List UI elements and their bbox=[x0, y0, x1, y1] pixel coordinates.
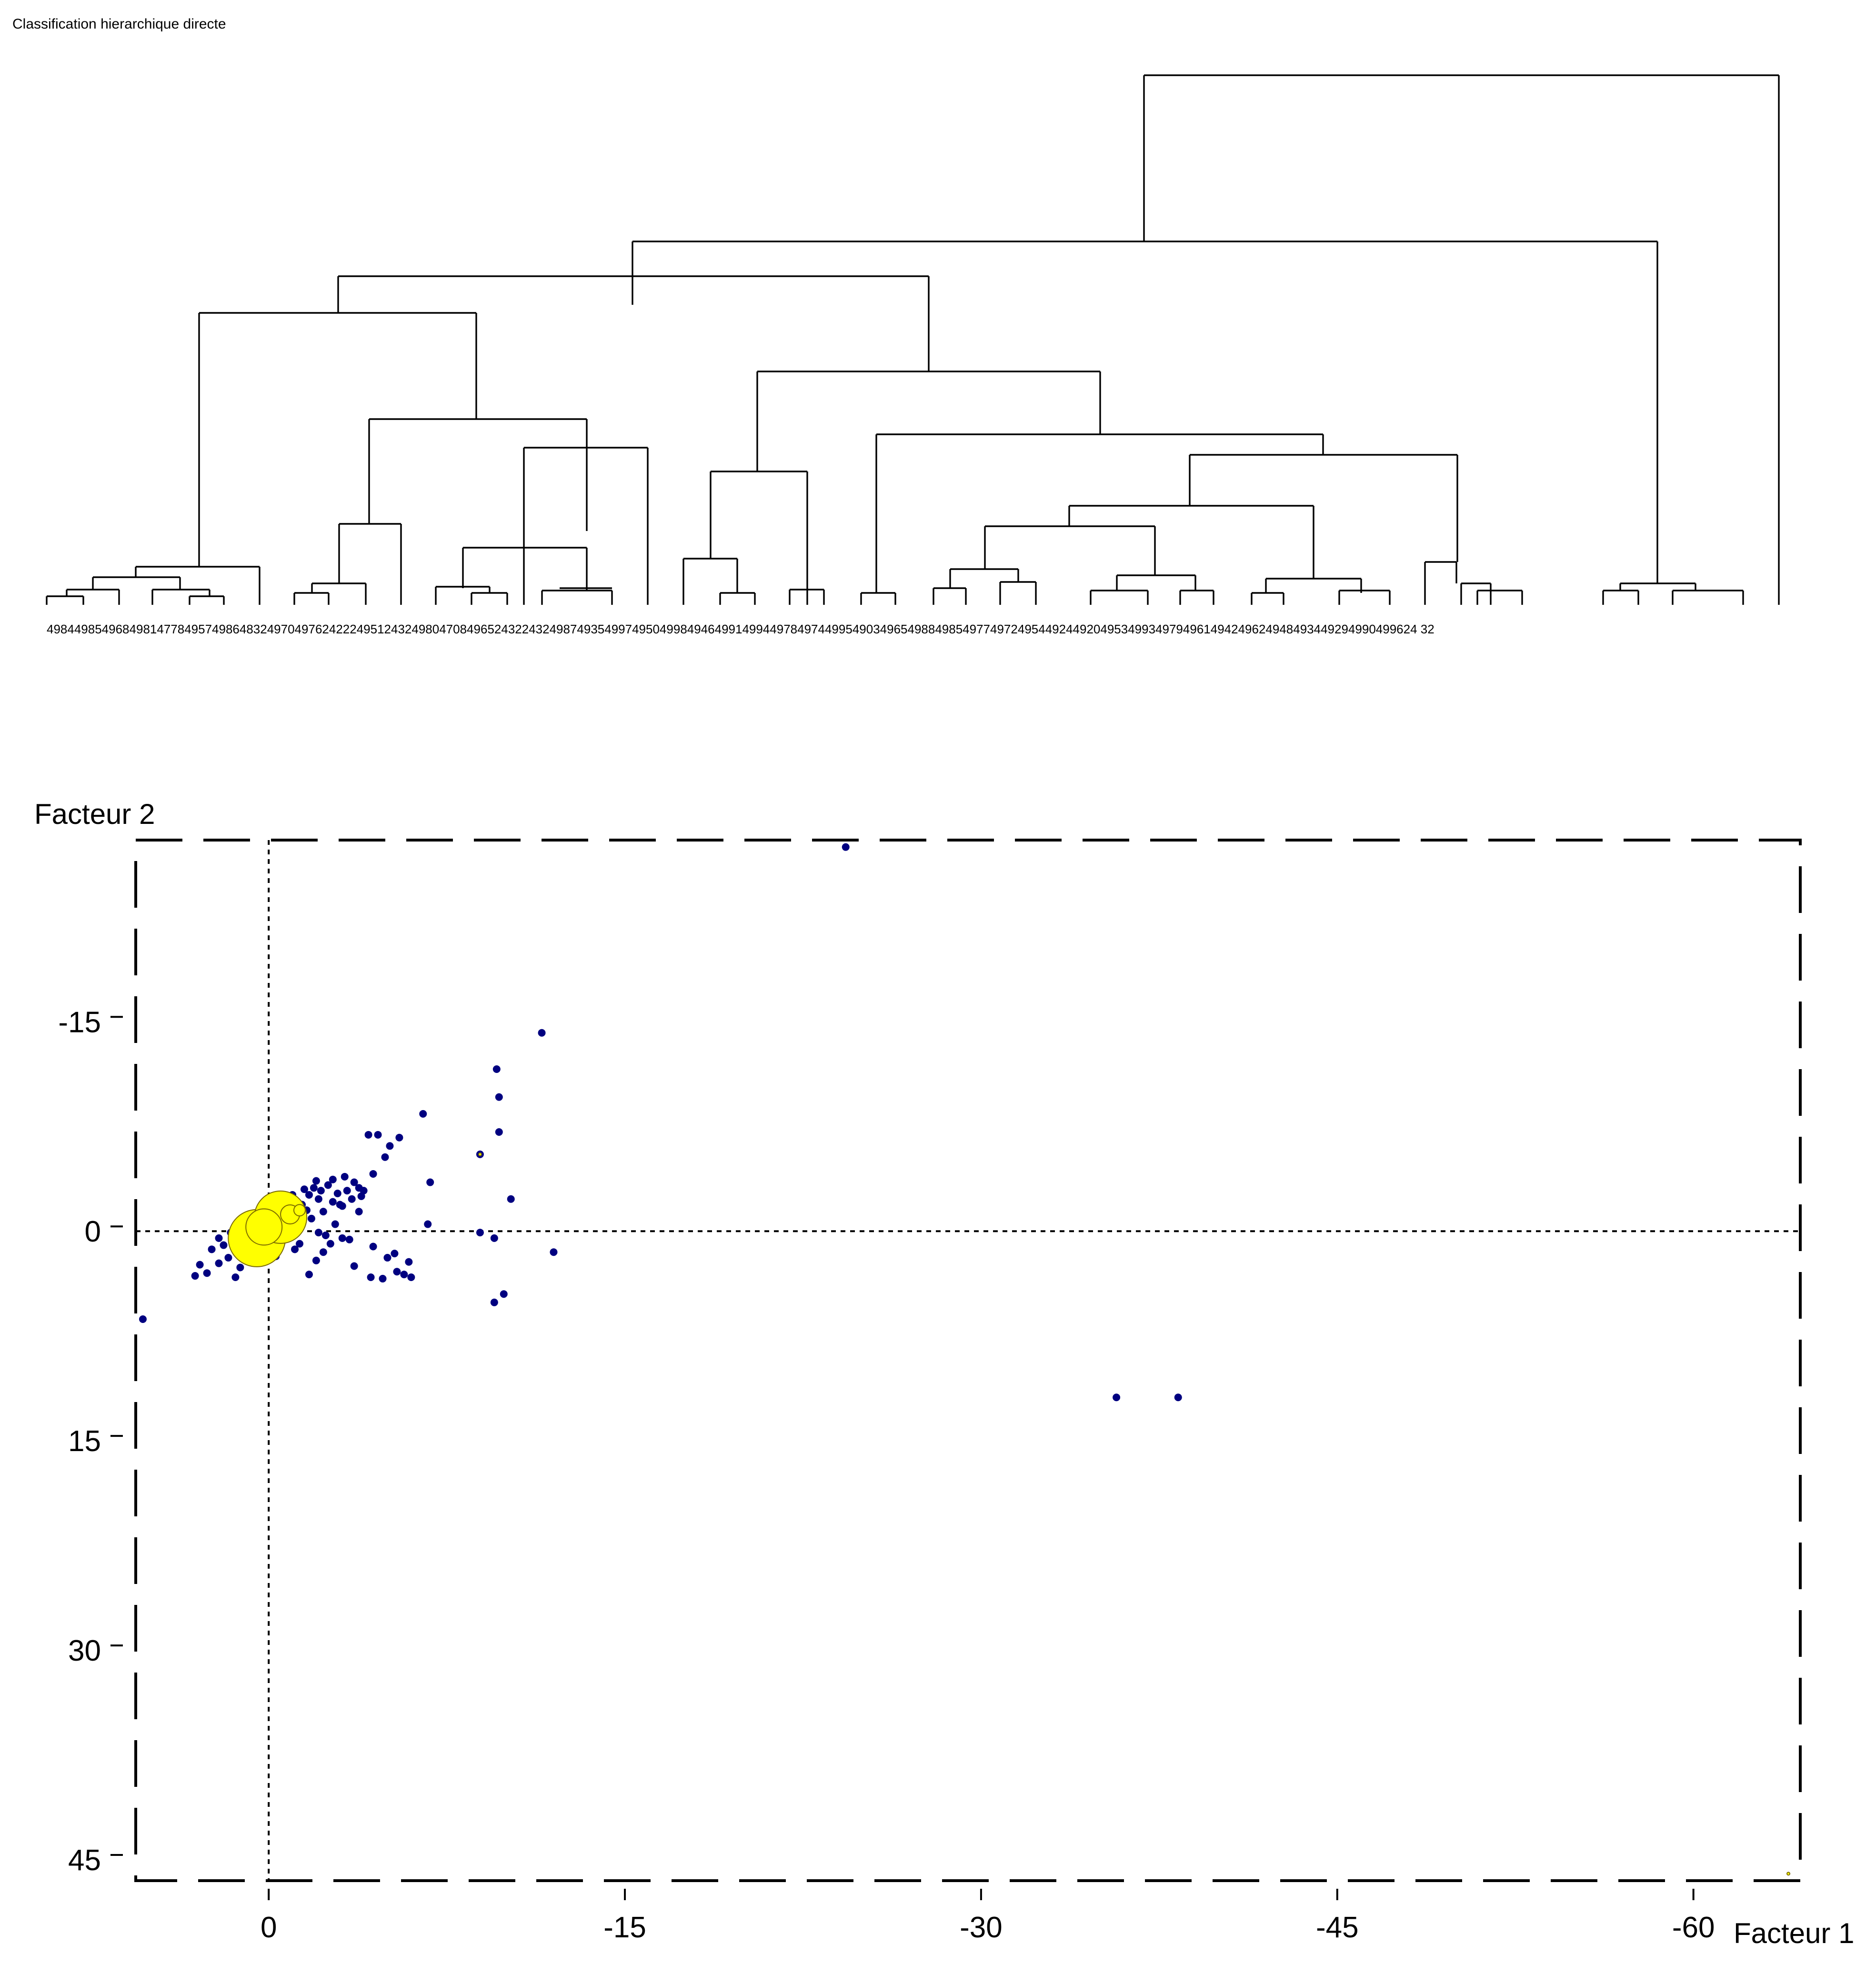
navy-point bbox=[350, 1262, 358, 1270]
navy-point bbox=[329, 1175, 337, 1183]
dendrogram-title: Classification hierarchique directe bbox=[12, 16, 226, 32]
plot-frame bbox=[134, 839, 1802, 1882]
navy-point bbox=[492, 1065, 501, 1073]
navy-point bbox=[236, 1263, 244, 1272]
navy-point bbox=[386, 1142, 394, 1150]
navy-point bbox=[495, 1128, 503, 1136]
navy-point bbox=[391, 1250, 399, 1258]
navy-point bbox=[381, 1153, 389, 1161]
navy-point bbox=[405, 1258, 413, 1266]
navy-point bbox=[367, 1273, 375, 1281]
navy-point bbox=[360, 1187, 368, 1195]
navy-point bbox=[317, 1187, 325, 1195]
navy-point bbox=[400, 1271, 408, 1279]
navy-point bbox=[379, 1274, 387, 1283]
navy-point bbox=[369, 1170, 377, 1178]
navy-point bbox=[333, 1190, 341, 1198]
navy-point bbox=[476, 1229, 484, 1237]
y-tick-label: -15 bbox=[58, 1006, 101, 1039]
y-axis-label: Facteur 2 bbox=[34, 798, 155, 830]
navy-point bbox=[345, 1235, 353, 1243]
yellow-point bbox=[245, 1208, 283, 1246]
navy-point bbox=[310, 1184, 318, 1192]
navy-point bbox=[490, 1234, 498, 1242]
yellow-point bbox=[293, 1204, 306, 1217]
scatter-points bbox=[139, 843, 1791, 1876]
navy-point bbox=[426, 1178, 434, 1186]
navy-point bbox=[395, 1133, 403, 1142]
navy-point bbox=[231, 1273, 240, 1281]
x-tick-label: -30 bbox=[960, 1911, 1003, 1944]
y-tick-label: 15 bbox=[68, 1425, 101, 1458]
yellow-point bbox=[478, 1152, 482, 1156]
yellow-point bbox=[1786, 1872, 1791, 1876]
navy-point bbox=[424, 1220, 432, 1228]
navy-point bbox=[348, 1195, 356, 1203]
navy-point bbox=[374, 1131, 382, 1139]
navy-point bbox=[319, 1208, 327, 1216]
navy-point bbox=[1113, 1393, 1121, 1402]
navy-point bbox=[842, 843, 850, 851]
navy-point bbox=[220, 1241, 228, 1249]
navy-point bbox=[314, 1195, 322, 1203]
navy-point bbox=[312, 1256, 320, 1264]
navy-point bbox=[196, 1261, 204, 1269]
navy-point bbox=[215, 1234, 223, 1242]
navy-point bbox=[321, 1232, 330, 1240]
navy-point bbox=[329, 1198, 337, 1206]
x-tick-label: -45 bbox=[1316, 1911, 1359, 1944]
navy-point bbox=[500, 1290, 508, 1298]
navy-point bbox=[419, 1110, 427, 1118]
navy-point bbox=[364, 1131, 372, 1139]
x-tick-label: -15 bbox=[603, 1911, 646, 1944]
x-tick-label: 0 bbox=[261, 1911, 277, 1944]
navy-point bbox=[296, 1240, 304, 1248]
navy-point bbox=[355, 1208, 363, 1216]
navy-point bbox=[305, 1191, 313, 1199]
navy-point bbox=[393, 1268, 401, 1276]
dendrogram-leaf-labels: 4984498549684981477849574986483249704976… bbox=[47, 622, 1435, 636]
y-tick-label: 0 bbox=[85, 1215, 101, 1248]
navy-point bbox=[324, 1181, 332, 1189]
navy-point bbox=[338, 1234, 346, 1242]
navy-point bbox=[314, 1229, 322, 1237]
navy-point bbox=[326, 1240, 334, 1248]
navy-point bbox=[538, 1029, 546, 1037]
navy-point bbox=[495, 1093, 503, 1101]
x-axis-ticks: 0 -15 -30 -45 -60 bbox=[261, 1889, 1715, 1944]
navy-point bbox=[1174, 1393, 1182, 1402]
dendrogram bbox=[46, 74, 1780, 605]
y-tick-label: 30 bbox=[68, 1634, 101, 1667]
x-tick-label: -60 bbox=[1672, 1911, 1715, 1944]
navy-point bbox=[305, 1271, 313, 1279]
navy-point bbox=[490, 1298, 498, 1306]
navy-point bbox=[369, 1243, 377, 1251]
navy-point bbox=[407, 1273, 415, 1281]
y-axis-ticks: -15 0 15 30 45 bbox=[58, 1006, 123, 1877]
navy-point bbox=[215, 1259, 223, 1267]
navy-point bbox=[291, 1245, 299, 1253]
x-axis-label: Facteur 1 bbox=[1734, 1917, 1854, 1949]
navy-point bbox=[203, 1269, 211, 1277]
navy-point bbox=[224, 1253, 232, 1262]
navy-point bbox=[319, 1248, 327, 1256]
navy-point bbox=[383, 1253, 391, 1262]
navy-point bbox=[208, 1245, 216, 1253]
navy-point bbox=[343, 1187, 351, 1195]
navy-point bbox=[312, 1177, 320, 1185]
navy-point bbox=[300, 1185, 308, 1193]
navy-point bbox=[350, 1178, 358, 1186]
navy-point bbox=[191, 1272, 199, 1280]
navy-point bbox=[331, 1220, 339, 1228]
origin-lines bbox=[136, 840, 1800, 1881]
navy-point bbox=[139, 1315, 147, 1323]
navy-point bbox=[336, 1201, 344, 1209]
navy-point bbox=[507, 1195, 515, 1203]
navy-point bbox=[307, 1214, 315, 1222]
y-tick-label: 45 bbox=[68, 1844, 101, 1877]
navy-point bbox=[550, 1248, 558, 1256]
navy-point bbox=[341, 1172, 349, 1181]
